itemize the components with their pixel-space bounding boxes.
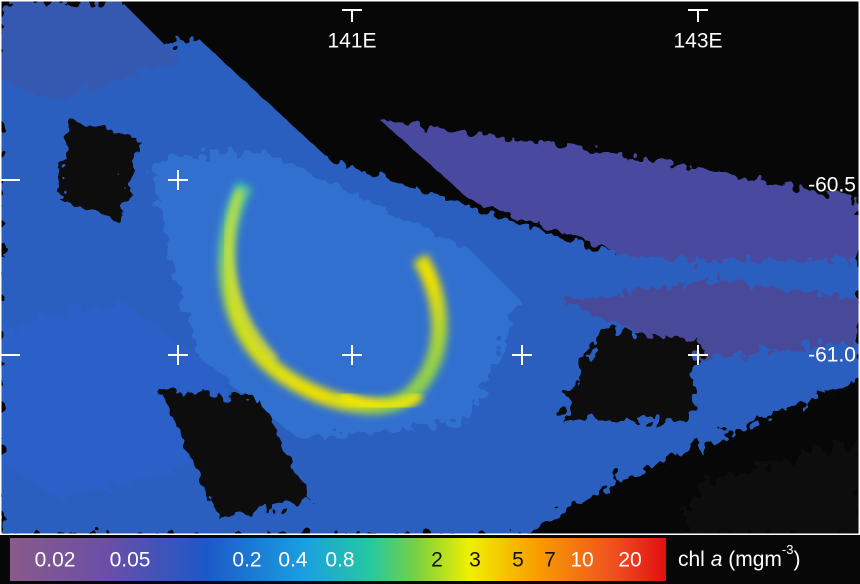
colorbar-label: 3 (469, 549, 481, 572)
satellite-image: 141E 143E -60.5 -61.0 (0, 0, 860, 535)
colorbar-label: 0.4 (278, 549, 308, 572)
colorbar-label: 20 (618, 549, 641, 572)
lon-label: 141E (327, 30, 376, 53)
title-unit: (mgm (728, 548, 782, 571)
lat-label: -60.5 (808, 174, 856, 197)
lat-label: -61.0 (808, 344, 856, 367)
figure: 141E 143E -60.5 -61.0 chl a (mgm-3) 0.02… (0, 0, 860, 584)
title-variable: a (711, 548, 723, 571)
colorbar-label: 2 (431, 549, 443, 572)
title-exponent: -3 (782, 542, 794, 557)
title-close: ) (793, 548, 800, 571)
colorbar-label: 0.05 (110, 549, 151, 572)
title-prefix: chl (678, 548, 705, 571)
colorbar-label: 10 (570, 549, 593, 572)
colorbar-label: 7 (544, 549, 556, 572)
colorbar-label: 0.8 (325, 549, 354, 572)
colorbar-label: 0.02 (35, 549, 76, 572)
colorbar-label: 5 (512, 549, 524, 572)
lon-label: 143E (673, 30, 722, 53)
colorbar-label: 0.2 (232, 549, 261, 572)
